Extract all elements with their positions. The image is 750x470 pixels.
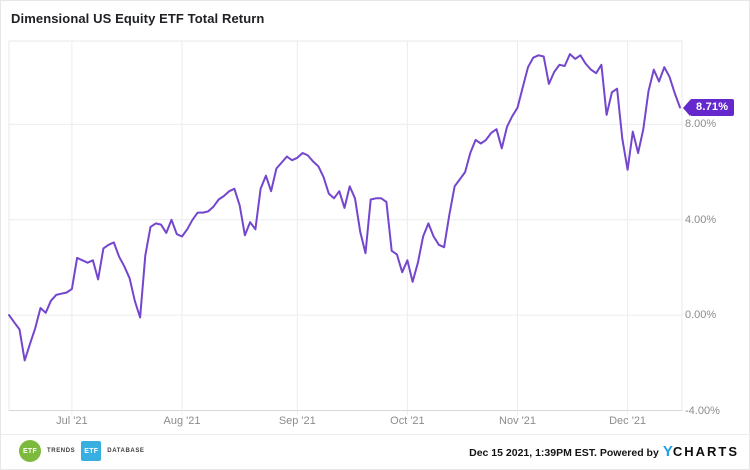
ycharts-logo[interactable]: Y <box>662 443 673 460</box>
line-chart-plot <box>8 40 683 415</box>
badge-arrow-icon <box>683 99 690 116</box>
x-axis-label: Aug '21 <box>163 415 201 427</box>
last-value-badge: 8.71% <box>683 99 735 116</box>
y-axis-label: 4.00% <box>685 213 717 226</box>
x-axis-label: Oct '21 <box>390 415 425 427</box>
x-axis-label: Sep '21 <box>278 415 316 427</box>
etf-database-label: DATABASE <box>107 448 145 454</box>
etf-trends-logo-icon[interactable]: ETF <box>19 440 41 462</box>
x-axis-label: Jul '21 <box>56 415 88 427</box>
footer: ETF TRENDS ETF DATABASE Dec 15 2021, 1:3… <box>1 434 749 469</box>
footer-credits: Dec 15 2021, 1:39PM EST. Powered by Y CH… <box>469 443 739 460</box>
y-axis-label: -4.00% <box>685 404 720 417</box>
y-axis-label: 8.00% <box>685 118 717 131</box>
chart-title: Dimensional US Equity ETF Total Return <box>11 11 265 26</box>
y-axis-label: 0.00% <box>685 309 717 322</box>
etf-database-logo-icon[interactable]: ETF <box>81 441 102 461</box>
etf-trends-label: TRENDS <box>47 448 76 454</box>
ycharts-logo-text[interactable]: CHARTS <box>672 444 739 459</box>
footer-logos: ETF TRENDS ETF DATABASE <box>19 440 145 462</box>
timestamp: Dec 15 2021, 1:39PM EST. Powered by <box>469 447 659 459</box>
x-axis-label: Dec '21 <box>609 415 647 427</box>
x-axis-label: Nov '21 <box>499 415 536 427</box>
badge-value: 8.71% <box>690 99 735 116</box>
